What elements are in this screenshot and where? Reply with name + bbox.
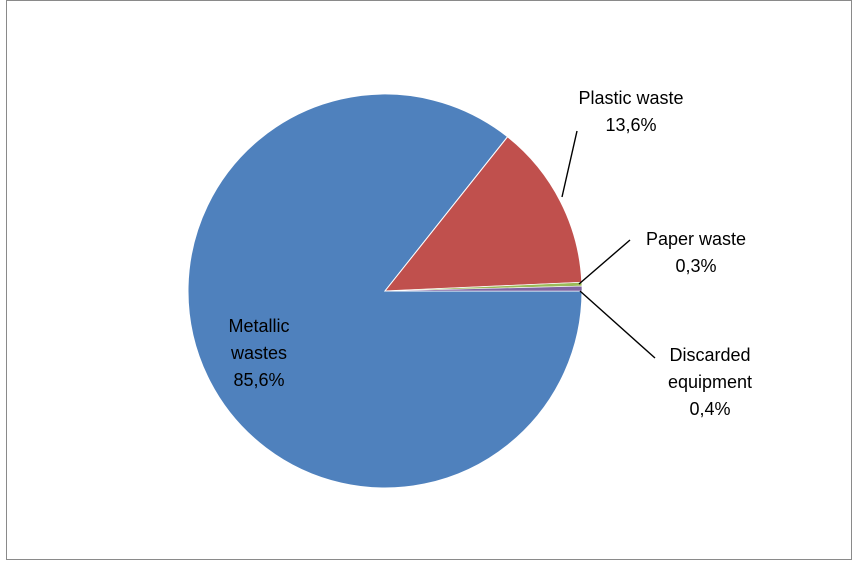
label-plastic-waste: Plastic waste 13,6% bbox=[578, 88, 683, 135]
slice-plastic-waste bbox=[383, 136, 583, 292]
label-paper-waste: Paper waste 0,3% bbox=[646, 229, 746, 276]
leader-line bbox=[578, 239, 631, 285]
label-metallic-wastes: Metallic wastes 85,6% bbox=[228, 316, 289, 390]
leader-line bbox=[579, 290, 656, 359]
leader-line bbox=[561, 130, 578, 198]
label-discarded-equipment: Discarded equipment 0,4% bbox=[668, 345, 752, 419]
slice-discarded-equipment bbox=[384, 285, 583, 292]
